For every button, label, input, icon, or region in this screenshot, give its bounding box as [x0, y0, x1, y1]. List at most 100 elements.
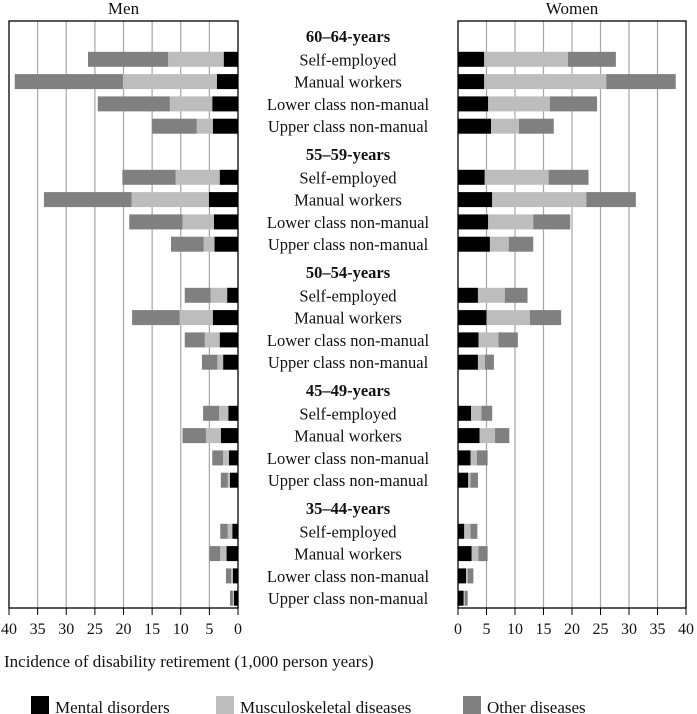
x-tick-label-women: 0 [454, 621, 462, 638]
bar-women-mental-disorders [458, 214, 489, 230]
bar-women-mental-disorders [458, 523, 465, 539]
bar-women-mental-disorders [458, 405, 472, 421]
bar-men-mental-disorders [228, 450, 238, 466]
bar-women-mental-disorders [458, 169, 485, 185]
bar-women-other-diseases [484, 354, 494, 370]
bar-women-musculoskeletal-diseases [470, 450, 477, 466]
bar-men-musculoskeletal-diseases [231, 568, 233, 584]
bar-men-other-diseases [129, 214, 183, 230]
x-tick-label-men: 10 [173, 621, 189, 638]
bar-men-mental-disorders [208, 192, 238, 208]
bar-men-mental-disorders [213, 214, 238, 230]
bar-men-mental-disorders [229, 472, 238, 488]
legend-label: Other diseases [487, 698, 586, 714]
bar-men-other-diseases [209, 546, 221, 562]
bar-men-other-diseases [88, 51, 169, 67]
bar-men-mental-disorders [220, 428, 238, 444]
bar-women-musculoskeletal-diseases [484, 74, 607, 90]
category-label: Self-employed [299, 404, 397, 423]
x-tick-label-women: 20 [564, 621, 580, 638]
category-label: Upper class non-manual [268, 589, 429, 608]
bar-women-mental-disorders [458, 450, 471, 466]
group-label: 55–59-years [306, 145, 391, 164]
group-label: 60–64-years [306, 27, 391, 46]
x-tick-label-women: 25 [593, 621, 609, 638]
bar-women-mental-disorders [458, 310, 487, 326]
bar-women-other-diseases [518, 118, 554, 134]
x-tick-label-women: 10 [507, 621, 523, 638]
category-label: Upper class non-manual [268, 235, 429, 254]
x-tick-label-men: 40 [1, 621, 17, 638]
x-tick-label-men: 20 [116, 621, 132, 638]
bar-men-other-diseases [212, 450, 224, 466]
x-tick-label-women: 5 [483, 621, 491, 638]
bar-men-musculoskeletal-diseases [169, 96, 213, 112]
bar-women-mental-disorders [458, 546, 472, 562]
men-panel-title: Men [108, 0, 140, 18]
bar-men-mental-disorders [223, 354, 238, 370]
category-label: Upper class non-manual [268, 117, 429, 136]
category-label: Manual workers [294, 191, 402, 210]
bar-men-other-diseases [132, 310, 180, 326]
bar-women-musculoskeletal-diseases [491, 118, 519, 134]
bar-men-other-diseases [97, 96, 170, 112]
bar-women-mental-disorders [458, 74, 485, 90]
bar-women-other-diseases [476, 450, 488, 466]
category-label: Lower class non-manual [267, 331, 430, 350]
bar-women-mental-disorders [458, 354, 478, 370]
category-label: Upper class non-manual [268, 353, 429, 372]
bar-men-other-diseases [122, 169, 176, 185]
legend-swatch [216, 696, 234, 714]
bar-men-mental-disorders [212, 96, 238, 112]
women-panel-frame [457, 20, 687, 609]
bar-men-other-diseases [203, 405, 220, 421]
bar-men-musculoskeletal-diseases [232, 590, 234, 606]
bar-women-other-diseases [533, 214, 571, 230]
bar-women-musculoskeletal-diseases [471, 405, 482, 421]
women-panel-title: Women [546, 0, 599, 18]
bar-men-musculoskeletal-diseases [205, 428, 221, 444]
bar-men-other-diseases [220, 472, 228, 488]
bar-women-other-diseases [464, 590, 468, 606]
bar-men-musculoskeletal-diseases [223, 450, 229, 466]
bar-women-other-diseases [498, 332, 518, 348]
x-tick-label-men: 25 [87, 621, 103, 638]
bar-women-musculoskeletal-diseases [477, 287, 505, 303]
bar-women-mental-disorders [458, 51, 485, 67]
bar-men-musculoskeletal-diseases [168, 51, 224, 67]
category-label: Manual workers [294, 545, 402, 564]
men-panel-frame [8, 20, 239, 609]
bar-women-musculoskeletal-diseases [478, 332, 499, 348]
legend-label: Musculoskeletal diseases [240, 698, 411, 714]
bar-women-musculoskeletal-diseases [488, 96, 550, 112]
bar-men-musculoskeletal-diseases [196, 118, 213, 134]
x-tick-label-men: 5 [205, 621, 213, 638]
category-label: Self-employed [299, 522, 397, 541]
x-axis-title: Incidence of disability retirement (1,00… [4, 652, 374, 671]
category-label: Manual workers [294, 427, 402, 446]
bar-women-musculoskeletal-diseases [477, 354, 485, 370]
bar-women-other-diseases [568, 51, 616, 67]
category-label: Lower class non-manual [267, 449, 430, 468]
group-label: 45–49-years [306, 381, 391, 400]
bar-women-other-diseases [478, 546, 488, 562]
bar-women-other-diseases [586, 192, 636, 208]
x-tick-label-men: 0 [234, 621, 242, 638]
bar-men-musculoskeletal-diseases [203, 236, 215, 252]
bar-men-mental-disorders [233, 590, 238, 606]
bar-men-other-diseases [184, 332, 205, 348]
bar-women-musculoskeletal-diseases [479, 428, 496, 444]
category-label: Manual workers [294, 309, 402, 328]
bar-women-musculoskeletal-diseases [464, 523, 471, 539]
bar-men-other-diseases [152, 118, 197, 134]
bar-women-mental-disorders [458, 287, 478, 303]
panel-frames [8, 20, 687, 615]
bar-men-other-diseases [182, 428, 206, 444]
x-tick-label-men: 30 [58, 621, 74, 638]
bar-men-mental-disorders [212, 118, 238, 134]
legend-swatch [463, 696, 481, 714]
bar-men-musculoskeletal-diseases [227, 472, 230, 488]
legend: Mental disorders Musculoskeletal diseases… [31, 696, 586, 714]
bar-men-musculoskeletal-diseases [219, 405, 229, 421]
